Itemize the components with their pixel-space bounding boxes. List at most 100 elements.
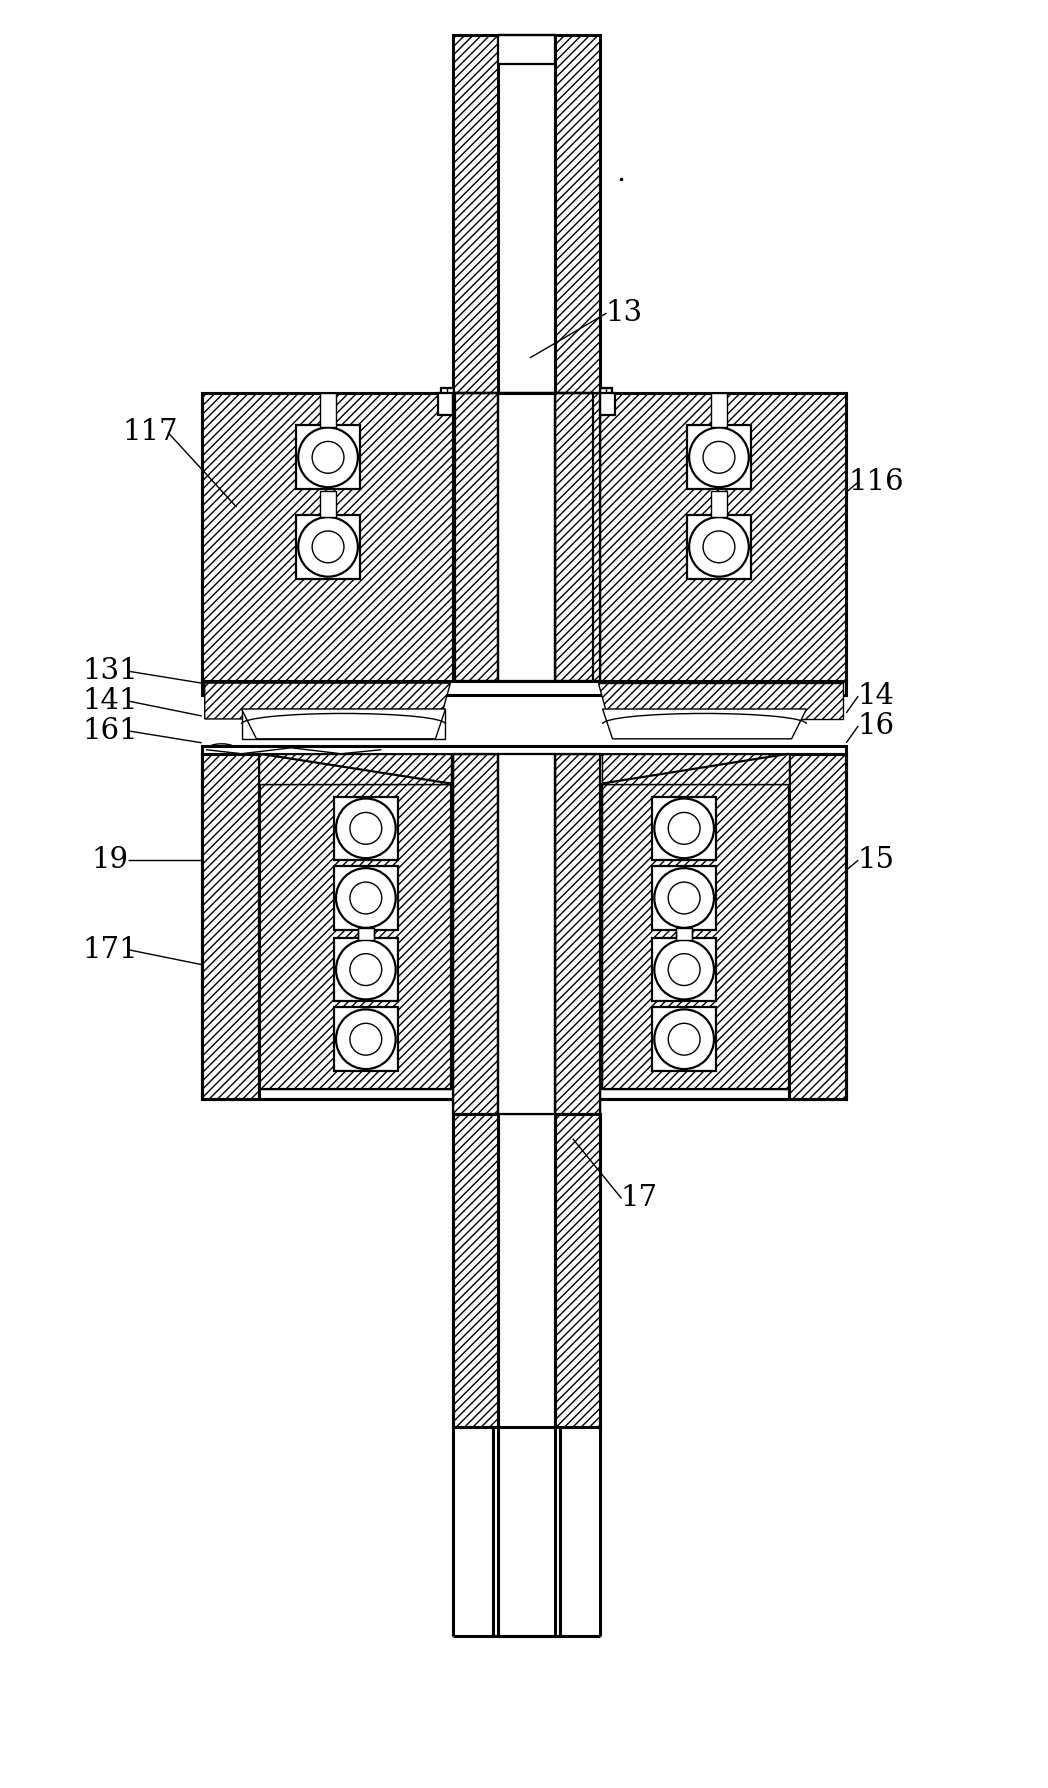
Polygon shape	[597, 683, 844, 719]
Bar	[602, 783, 788, 1089]
Bar	[454, 755, 498, 1114]
Bar	[454, 1114, 498, 1427]
Text: 161: 161	[83, 717, 138, 746]
Bar	[554, 393, 599, 681]
Bar	[676, 928, 692, 940]
Bar	[447, 388, 454, 406]
Circle shape	[703, 531, 735, 563]
Bar	[454, 34, 498, 408]
Circle shape	[350, 881, 381, 914]
Bar	[454, 34, 498, 408]
Bar	[201, 681, 847, 696]
Bar	[201, 393, 456, 681]
Text: 15: 15	[857, 846, 895, 874]
Bar	[456, 393, 592, 681]
Circle shape	[669, 812, 700, 844]
Text: 116: 116	[848, 468, 904, 497]
Bar	[652, 1007, 716, 1071]
Circle shape	[669, 881, 700, 914]
Text: 19: 19	[91, 846, 129, 874]
Bar	[554, 1114, 599, 1427]
Bar	[334, 937, 397, 1001]
Circle shape	[669, 953, 700, 985]
Bar	[456, 393, 592, 681]
Bar	[498, 393, 554, 681]
Circle shape	[690, 427, 749, 486]
Bar	[441, 388, 454, 406]
Bar	[454, 393, 498, 681]
Bar	[711, 492, 727, 517]
Bar	[454, 393, 498, 681]
Bar	[498, 1114, 554, 1427]
Bar	[201, 755, 260, 1100]
Bar	[334, 1007, 397, 1071]
Circle shape	[312, 531, 344, 563]
Bar	[554, 755, 599, 1114]
Bar	[260, 783, 452, 1089]
Bar	[554, 34, 599, 408]
Bar	[554, 34, 599, 408]
Circle shape	[350, 812, 381, 844]
Circle shape	[654, 1010, 714, 1069]
Polygon shape	[602, 755, 788, 783]
Bar	[357, 928, 374, 940]
Polygon shape	[603, 710, 807, 738]
Bar	[554, 393, 599, 681]
Bar	[788, 755, 847, 1100]
Circle shape	[690, 517, 749, 578]
Bar	[334, 865, 397, 930]
Text: 17: 17	[620, 1184, 658, 1212]
Bar	[554, 755, 599, 1114]
Circle shape	[336, 869, 396, 928]
Circle shape	[336, 1010, 396, 1069]
Bar	[687, 515, 750, 579]
Bar	[498, 34, 554, 64]
Text: 141: 141	[83, 687, 138, 715]
Text: 117: 117	[123, 418, 178, 447]
Bar	[599, 393, 614, 415]
Bar	[241, 710, 445, 738]
Bar	[334, 796, 397, 860]
Circle shape	[669, 1023, 700, 1055]
Circle shape	[654, 940, 714, 999]
Bar	[201, 393, 456, 681]
Text: 131: 131	[83, 658, 138, 685]
Bar	[201, 746, 847, 755]
Bar	[554, 1114, 599, 1427]
Bar	[592, 393, 847, 681]
Bar	[201, 393, 847, 681]
Text: 16: 16	[857, 712, 895, 740]
Bar	[788, 755, 847, 1100]
Circle shape	[703, 442, 735, 474]
Circle shape	[299, 517, 357, 578]
Bar	[438, 393, 454, 415]
Bar	[711, 393, 727, 427]
Bar	[201, 755, 847, 1100]
Bar	[652, 865, 716, 930]
Bar	[599, 388, 606, 406]
Bar	[494, 1427, 560, 1636]
Bar	[320, 393, 336, 427]
Bar	[498, 34, 554, 418]
Bar	[687, 426, 750, 490]
Polygon shape	[260, 755, 452, 783]
Circle shape	[312, 442, 344, 474]
Text: 14: 14	[857, 681, 895, 710]
Bar	[498, 755, 554, 1114]
Bar	[201, 755, 260, 1100]
Circle shape	[350, 1023, 381, 1055]
Bar	[297, 515, 359, 579]
Text: 13: 13	[606, 299, 643, 327]
Bar	[454, 1114, 498, 1427]
Bar	[454, 755, 498, 1114]
Circle shape	[654, 869, 714, 928]
Bar	[592, 393, 847, 681]
Bar	[652, 796, 716, 860]
Polygon shape	[241, 710, 445, 738]
Bar	[602, 783, 788, 1089]
Circle shape	[336, 940, 396, 999]
Circle shape	[654, 799, 714, 858]
Bar	[297, 426, 359, 490]
Circle shape	[336, 799, 396, 858]
Bar	[599, 388, 612, 406]
